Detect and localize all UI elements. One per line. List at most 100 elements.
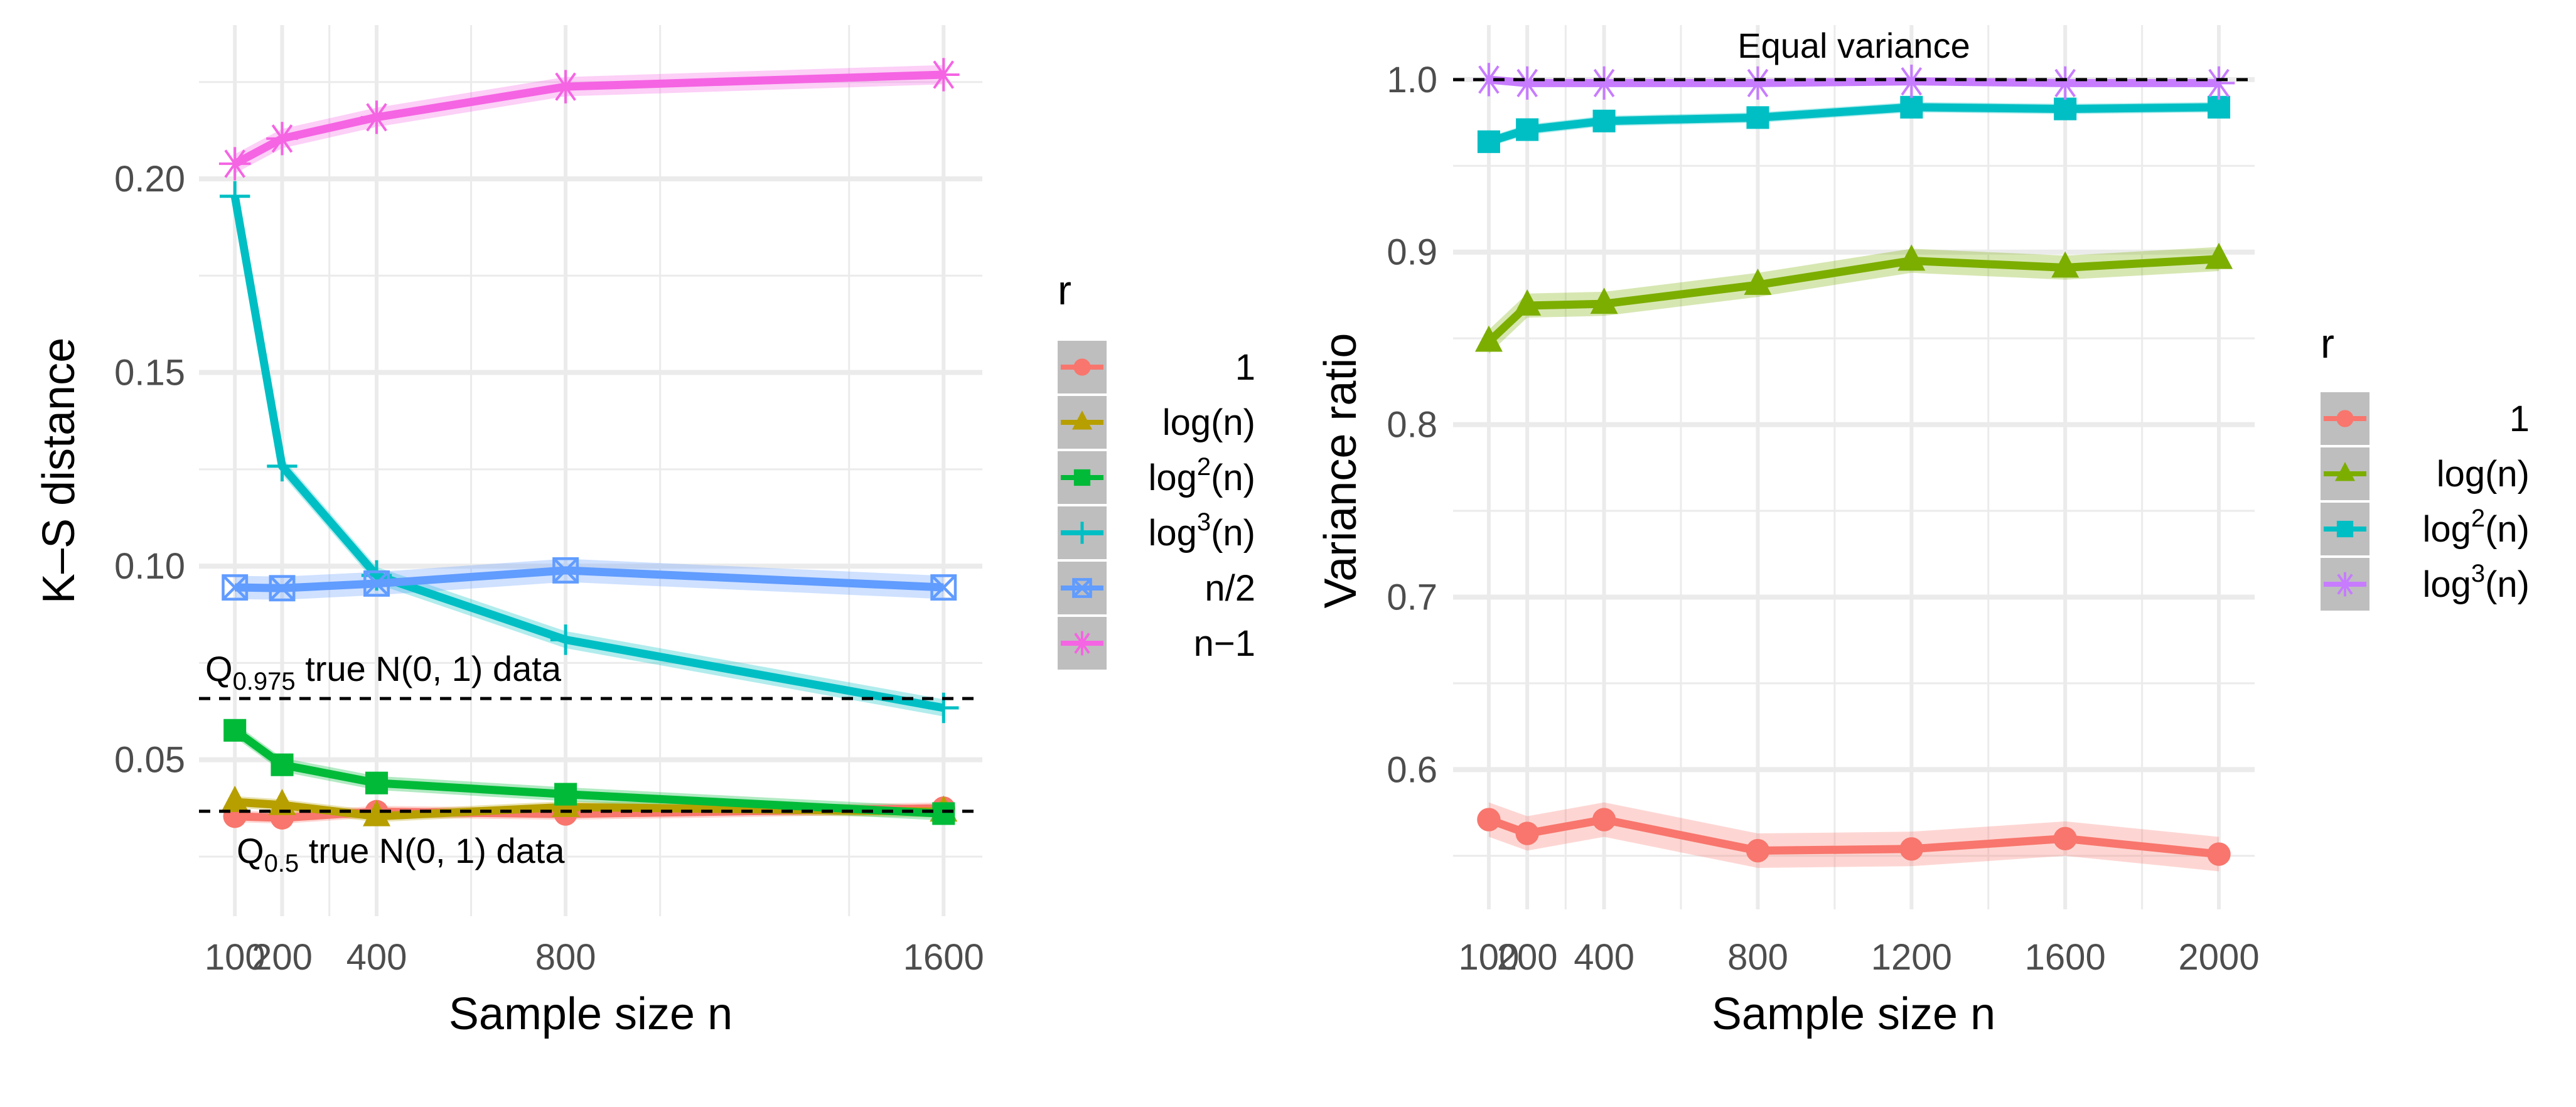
marker-stroke — [1072, 578, 1092, 598]
y-tick-label: 0.10 — [114, 546, 185, 587]
annot-subscript: 0.5 — [264, 850, 299, 877]
data-point — [363, 800, 391, 826]
band-log2(n) — [1488, 102, 2219, 147]
data-point — [927, 58, 960, 92]
marker-stroke — [933, 60, 955, 89]
marker-stroke — [1478, 65, 1500, 94]
legend-key-triangle-icon — [1072, 410, 1092, 430]
data-point — [2049, 66, 2081, 100]
legend-item: log(n) — [1058, 396, 1255, 449]
band-log3(n) — [235, 188, 944, 717]
legend-label-tail: (n) — [2485, 564, 2530, 605]
x-tick-label: 100 — [1459, 937, 1520, 978]
gridlines — [1453, 25, 2255, 909]
series-n−1 — [218, 58, 960, 181]
legend-key-circle-icon — [1073, 358, 1091, 376]
data-point — [549, 70, 582, 104]
legend-label-superscript: 3 — [1197, 508, 1211, 536]
marker-stroke — [1593, 68, 1615, 98]
data-point — [267, 451, 298, 482]
legend-label-superscript: 2 — [2471, 505, 2485, 532]
marker-stroke — [222, 574, 248, 601]
data-point — [1477, 130, 1500, 153]
marker-stroke — [2337, 574, 2353, 595]
y-tick-label: 0.9 — [1387, 232, 1437, 273]
legend-label: log2(n) — [1148, 453, 1255, 498]
legend-item: log(n) — [2321, 447, 2530, 500]
legend-item: log3(n) — [2321, 558, 2530, 611]
band-1 — [1488, 802, 2219, 872]
data-point — [1900, 95, 1923, 119]
legend-item: 1 — [1058, 341, 1255, 393]
gridlines — [199, 25, 982, 916]
data-point — [220, 181, 250, 211]
data-point — [1746, 106, 1769, 129]
marker-stroke — [930, 574, 957, 601]
reference-line-label: Equal variance — [1737, 26, 1970, 65]
marker-stroke — [224, 149, 246, 178]
x-tick-label: 200 — [1497, 937, 1558, 978]
reference-line-label: Q0.975 true N(0, 1) data — [205, 649, 562, 695]
series-log2(n) — [1477, 95, 2231, 153]
y-axis-title: Variance ratio — [1316, 333, 1366, 609]
series-log(n) — [1474, 242, 2233, 352]
y-tick-label: 0.7 — [1387, 577, 1437, 618]
y-tick-label: 0.05 — [114, 740, 185, 781]
data-point — [552, 557, 579, 584]
marker-stroke — [271, 124, 293, 153]
legend-key-triangle-icon — [2335, 462, 2355, 481]
data-point — [1590, 287, 1618, 314]
data-point — [1515, 821, 1539, 845]
data-point — [2051, 251, 2080, 278]
marker-stroke — [552, 557, 579, 584]
legend-label: 1 — [1235, 347, 1255, 388]
series-log3(n) — [1473, 63, 2235, 100]
marker-stroke — [555, 72, 576, 101]
marker-stroke — [366, 103, 387, 132]
legend-label: log(n) — [2437, 454, 2530, 495]
legend-label-main: log — [1148, 513, 1196, 554]
data-point — [218, 147, 251, 181]
legend-label-main: n/2 — [1205, 568, 1255, 609]
data-point — [266, 122, 298, 156]
legend-key-square-x-icon — [1072, 578, 1092, 598]
x-tick-label: 100 — [205, 937, 266, 978]
band-log(n) — [1488, 247, 2219, 354]
marker-stroke — [269, 575, 296, 602]
series-log3(n) — [220, 181, 959, 724]
series-line — [230, 195, 945, 712]
legend-label-superscript: 2 — [1197, 453, 1211, 481]
legend-label-main: log(n) — [1162, 402, 1255, 443]
data-point — [1899, 837, 1924, 861]
marker-stroke — [363, 570, 390, 597]
marker-stroke — [1074, 633, 1090, 654]
legend-key-plus-icon — [1071, 521, 1093, 544]
legend-item: n/2 — [1058, 562, 1255, 614]
y-tick-label: 0.20 — [114, 159, 185, 200]
y-tick-label: 0.6 — [1387, 749, 1437, 790]
x-tick-label: 800 — [1727, 937, 1788, 978]
annot-main: Equal variance — [1737, 26, 1970, 65]
data-point — [2205, 242, 2233, 269]
y-tick-label: 1.0 — [1387, 60, 1437, 100]
series-log2(n) — [223, 719, 955, 825]
data-point — [365, 771, 389, 794]
legend-label: log3(n) — [1148, 508, 1255, 554]
legend-key-asterisk-icon — [2333, 572, 2357, 597]
data-point — [1513, 289, 1542, 316]
legend-title: r — [2321, 320, 2334, 366]
marker-stroke — [269, 575, 295, 601]
data-point — [271, 753, 294, 776]
data-point — [1511, 66, 1543, 100]
legend-item: log3(n) — [1058, 506, 1255, 559]
legend-label: n/2 — [1205, 568, 1255, 609]
series-n/2 — [222, 557, 957, 602]
x-tick-label: 400 — [1574, 937, 1634, 978]
data-point — [932, 802, 955, 825]
legend-label-main: log — [2422, 564, 2471, 605]
legend-key-asterisk-icon — [1070, 631, 1094, 656]
legend-label: log3(n) — [2422, 560, 2530, 605]
